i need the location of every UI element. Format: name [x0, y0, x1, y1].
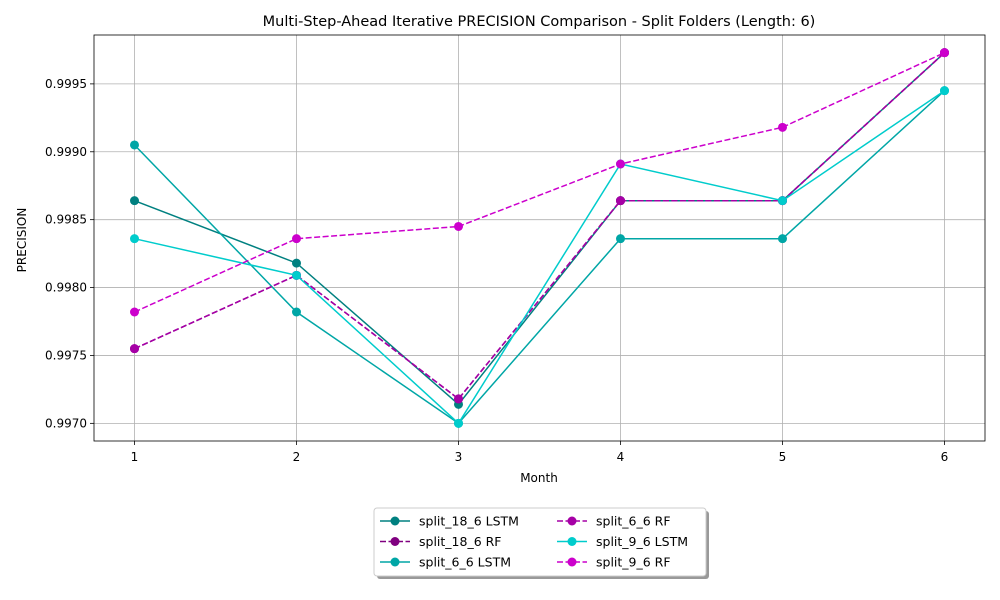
data-point — [454, 394, 463, 404]
x-tick-label: 4 — [617, 450, 625, 464]
series-line-split-18-6-lstm — [134, 52, 946, 406]
grid-lines — [94, 35, 985, 441]
series-lines — [130, 48, 949, 428]
data-point — [940, 48, 949, 58]
y-tick-label: 0.9970 — [45, 416, 87, 430]
data-point — [940, 86, 949, 96]
legend-swatch-marker — [567, 516, 577, 526]
legend-swatch-marker — [390, 516, 400, 526]
legend-label: split_6_6 RF — [596, 514, 671, 529]
data-point — [616, 159, 625, 169]
series-line-split-6-6-rf — [134, 52, 946, 400]
data-point — [130, 140, 139, 150]
x-tick-label: 5 — [779, 450, 787, 464]
legend-label: split_18_6 RF — [419, 534, 502, 549]
data-point — [130, 196, 139, 206]
data-point — [778, 234, 787, 244]
data-point — [292, 258, 301, 268]
data-point — [130, 344, 139, 354]
x-tick-label: 2 — [293, 450, 301, 464]
legend-label: split_9_6 RF — [596, 555, 671, 570]
legend-swatch-marker — [567, 537, 577, 546]
y-tick-label: 0.9980 — [45, 281, 87, 295]
x-tick-label: 6 — [941, 450, 949, 464]
legend-label: split_6_6 LSTM — [419, 555, 511, 570]
y-tick-label: 0.9975 — [45, 348, 87, 362]
series-split-18-6-rf — [130, 48, 949, 404]
data-point — [454, 418, 463, 428]
series-split-9-6-lstm — [130, 86, 949, 428]
series-line-split-9-6-rf — [134, 52, 945, 313]
series-line-split-18-6-rf — [134, 52, 946, 400]
legend-swatch-marker — [390, 557, 400, 567]
series-line-split-9-6-lstm — [134, 90, 945, 425]
series-split-9-6-rf — [130, 48, 949, 317]
legend-label: split_9_6 LSTM — [596, 534, 688, 549]
data-point — [292, 270, 301, 280]
legend: split_18_6 LSTM split_18_6 RF split_6_6 LS… — [373, 507, 709, 579]
data-point — [454, 221, 463, 231]
y-axis-ticks: 0.9970 0.9975 0.9980 0.9985 0.9990 0.9995 — [45, 77, 94, 430]
y-tick-label: 0.9985 — [45, 213, 87, 227]
data-point — [778, 122, 787, 132]
data-point — [616, 196, 625, 206]
data-point — [778, 196, 787, 206]
data-point — [616, 234, 625, 244]
data-point — [130, 234, 139, 244]
x-axis-ticks: 1 2 3 4 5 6 — [131, 441, 949, 464]
legend-box — [373, 507, 707, 577]
chart-title: Multi-Step-Ahead Iterative PRECISION Com… — [263, 14, 816, 30]
y-tick-label: 0.9995 — [45, 77, 87, 91]
x-axis-label: Month — [520, 471, 558, 485]
legend-swatch-marker — [567, 557, 577, 567]
series-split-6-6-rf — [130, 48, 949, 404]
plot-frame — [93, 34, 986, 442]
series-split-6-6-lstm — [130, 86, 949, 428]
data-point — [292, 234, 301, 244]
legend-swatch-marker — [390, 537, 400, 546]
x-tick-label: 1 — [131, 450, 139, 464]
y-tick-label: 0.9990 — [45, 145, 87, 159]
series-split-18-6-lstm — [130, 48, 949, 409]
series-line-split-6-6-lstm — [133, 90, 946, 425]
data-point — [292, 307, 301, 317]
y-axis-label: PRECISION — [15, 208, 29, 273]
data-point — [130, 307, 139, 317]
legend-label: split_18_6 LSTM — [419, 514, 519, 529]
x-tick-label: 3 — [455, 450, 463, 464]
